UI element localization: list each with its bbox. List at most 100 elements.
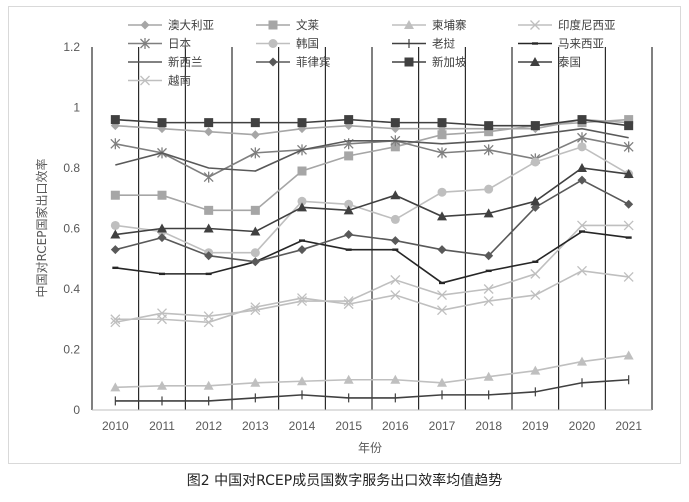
series-line <box>115 127 629 172</box>
series-group <box>115 127 629 172</box>
data-point <box>437 118 447 128</box>
data-point <box>577 356 587 366</box>
legend-label: 柬埔寨 <box>432 18 467 32</box>
data-point <box>297 245 307 255</box>
series-group <box>112 230 632 285</box>
series-line <box>115 270 629 324</box>
series-line <box>115 145 630 254</box>
data-point <box>437 187 447 197</box>
legend-item: 柬埔寨 <box>392 18 467 32</box>
series-group <box>110 350 634 392</box>
data-point <box>530 365 541 375</box>
data-point <box>250 257 260 267</box>
series-line <box>115 378 629 402</box>
data-point <box>157 314 167 325</box>
legend-item: 韩国 <box>256 37 319 51</box>
data-point <box>530 20 540 30</box>
data-point <box>343 205 354 215</box>
data-point <box>250 377 261 387</box>
line-chart: 00.20.40.60.811.2 2010 2011 2012 2013 2014 20… <box>34 18 653 455</box>
data-point <box>112 266 119 270</box>
series-group <box>114 375 630 406</box>
data-point <box>577 115 587 125</box>
x-tick-label: 2012 <box>195 419 222 433</box>
data-point <box>623 141 634 153</box>
data-point <box>390 374 401 384</box>
data-point <box>157 380 167 390</box>
data-point <box>532 42 538 45</box>
data-point <box>157 118 167 128</box>
data-point <box>204 127 214 137</box>
data-point <box>297 196 307 206</box>
data-point <box>344 230 354 240</box>
x-tick-label: 2011 <box>149 419 175 433</box>
data-point <box>437 130 447 140</box>
data-point <box>483 371 494 381</box>
series-line <box>115 118 629 136</box>
data-point <box>344 115 354 125</box>
data-point <box>577 142 587 152</box>
series-group <box>110 265 634 328</box>
data-point <box>623 271 634 282</box>
data-point <box>530 121 540 131</box>
legend-label: 澳大利亚 <box>168 18 214 32</box>
data-point <box>437 211 447 221</box>
data-point <box>250 302 261 313</box>
data-point <box>530 157 540 167</box>
data-point <box>437 290 447 301</box>
data-point <box>624 121 634 131</box>
y-tick-label: 0.2 <box>63 343 80 357</box>
legend-label: 越南 <box>168 74 191 88</box>
data-point <box>532 260 539 263</box>
legend-label: 老挝 <box>432 37 455 51</box>
data-point <box>110 314 121 325</box>
data-point <box>483 144 494 156</box>
data-point <box>110 382 121 392</box>
data-point <box>530 196 541 206</box>
legend-item: 马来西亚 <box>518 37 604 51</box>
data-point <box>110 190 120 200</box>
series-group <box>110 220 634 328</box>
data-point <box>579 230 585 233</box>
data-point <box>437 377 447 387</box>
data-point <box>250 205 260 215</box>
data-point <box>390 290 401 301</box>
data-point <box>203 223 214 233</box>
legend-item: 日本 <box>128 37 191 51</box>
data-point <box>484 127 494 137</box>
y-tick-label: 1 <box>73 101 80 115</box>
data-point <box>344 151 354 161</box>
data-point <box>437 245 447 255</box>
data-point <box>205 272 212 276</box>
data-point <box>297 166 307 176</box>
data-point <box>404 57 414 67</box>
data-point <box>439 281 445 285</box>
data-point <box>250 118 260 128</box>
x-tick-label: 2019 <box>522 419 549 433</box>
data-point <box>344 199 354 209</box>
series-line <box>115 118 629 127</box>
data-point <box>203 171 214 183</box>
x-tick-label: 2014 <box>289 419 316 433</box>
data-point <box>157 190 167 200</box>
legend-label: 菲律宾 <box>296 55 331 69</box>
data-point <box>157 233 167 243</box>
data-point <box>250 130 260 140</box>
x-tick-labels: 2010 2011 2012 2013 2014 2015 2016 2017 2018 2019… <box>102 419 642 433</box>
data-point <box>577 132 587 144</box>
y-tick-label: 1.2 <box>63 40 80 54</box>
data-point <box>484 184 494 194</box>
data-point <box>483 208 494 218</box>
data-point <box>404 20 414 29</box>
data-point <box>624 199 634 209</box>
legend-item: 越南 <box>128 74 191 88</box>
legend-item: 新加坡 <box>392 55 467 69</box>
data-point <box>140 38 150 49</box>
data-point <box>110 229 121 239</box>
y-tick-label: 0.4 <box>63 282 80 296</box>
x-tick-label: 2013 <box>242 419 269 433</box>
data-point <box>530 57 540 66</box>
data-point <box>299 239 305 242</box>
legend-item: 泰国 <box>518 55 581 69</box>
